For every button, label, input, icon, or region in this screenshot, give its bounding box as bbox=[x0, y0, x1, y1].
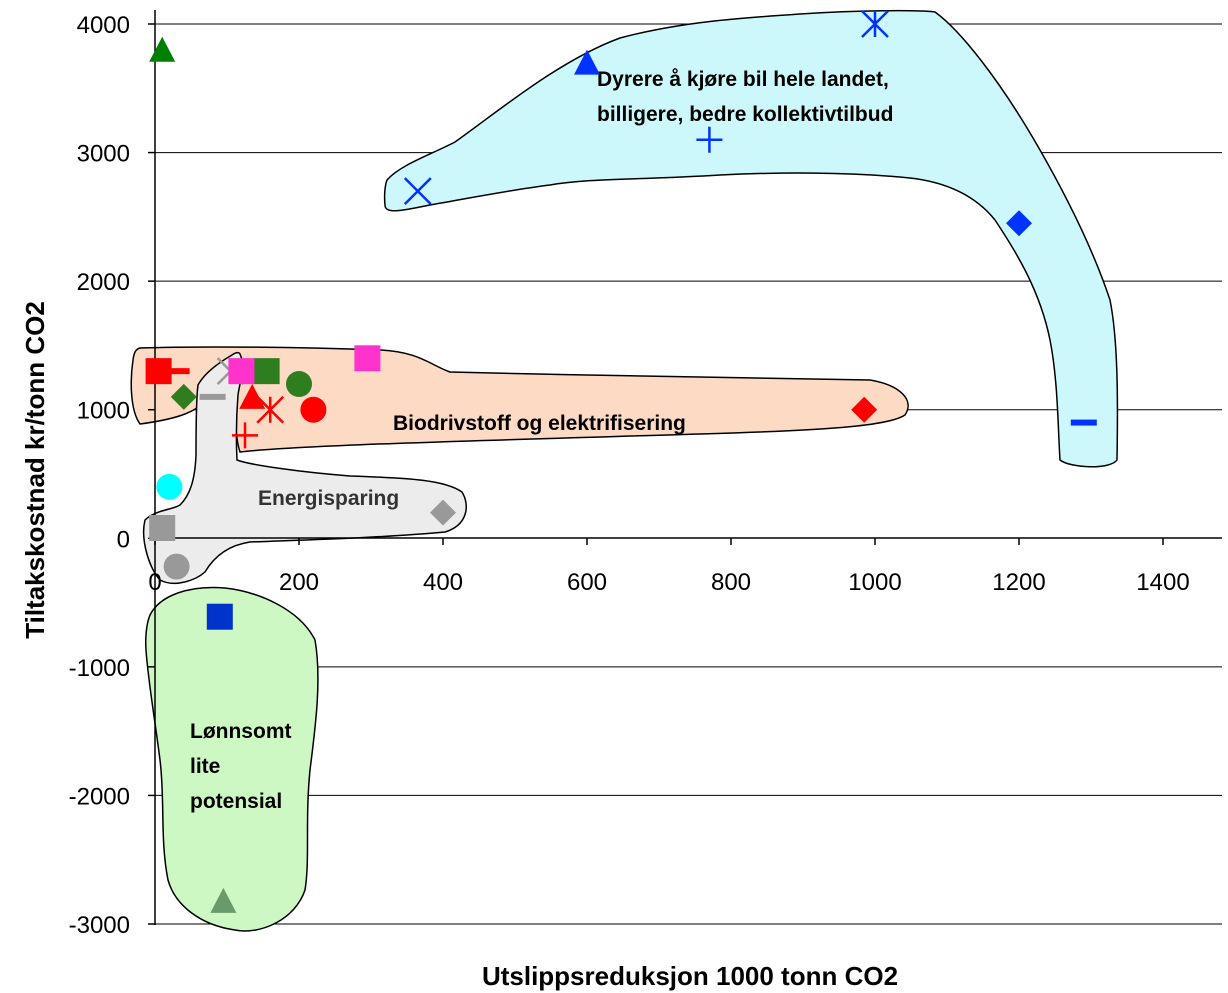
x-tick-label-0: 0 bbox=[148, 569, 161, 596]
region-label-profitable-line1: Lønnsomt bbox=[190, 720, 291, 743]
data-point-6 bbox=[1070, 419, 1097, 426]
data-point-5 bbox=[1006, 210, 1032, 237]
region-label-biofuel: Biodrivstoff og elektrifisering bbox=[393, 412, 686, 435]
data-point-19 bbox=[232, 422, 258, 449]
y-tick-label-4: 0 bbox=[117, 526, 130, 553]
region-label-profitable-line2: lite bbox=[190, 755, 220, 778]
region-label-profitable-line3: potensial bbox=[190, 790, 282, 813]
data-point-0 bbox=[149, 36, 176, 62]
data-point-12 bbox=[170, 383, 197, 410]
data-point-1 bbox=[574, 49, 600, 75]
x-tick-label-6: 1200 bbox=[992, 569, 1045, 596]
y-tick-label-5: -1000 bbox=[69, 655, 130, 682]
x-axis-title: Utslippsreduksjon 1000 tonn CO2 bbox=[482, 961, 898, 991]
y-tick-label-7: -3000 bbox=[69, 912, 130, 939]
region-label-energy-saving: Energisparing bbox=[258, 487, 399, 510]
region-profitable bbox=[145, 586, 319, 932]
data-point-10 bbox=[253, 358, 280, 385]
x-tick-label-3: 600 bbox=[567, 569, 607, 596]
y-tick-label-6: -2000 bbox=[69, 783, 130, 810]
region-label-car-cost-line1: Dyrere å kjøre bil hele landet, bbox=[597, 68, 889, 91]
data-point-4 bbox=[403, 177, 432, 206]
region-label-car-cost-line2: billigere, bedre kollektivtilbud bbox=[597, 103, 893, 126]
x-tick-label-4: 800 bbox=[711, 569, 751, 596]
region-biofuel bbox=[130, 346, 909, 453]
data-point-25 bbox=[206, 603, 233, 630]
data-point-11 bbox=[286, 371, 312, 397]
x-tick-label-1: 200 bbox=[279, 569, 319, 596]
y-tick-label-1: 3000 bbox=[77, 141, 130, 168]
y-axis-title: Tiltakskostnad kr/tonn CO2 bbox=[20, 301, 50, 639]
data-point-24 bbox=[163, 553, 190, 580]
data-point-18 bbox=[300, 396, 327, 423]
data-point-2 bbox=[861, 10, 889, 38]
region-label-profitable: Lønnsomt lite potensial bbox=[190, 720, 297, 813]
data-point-13 bbox=[199, 393, 226, 400]
x-tick-label-5: 1000 bbox=[848, 569, 901, 596]
data-points bbox=[145, 10, 1097, 913]
data-point-9 bbox=[163, 368, 190, 375]
y-tick-label-0: 4000 bbox=[77, 12, 130, 39]
region-energy-saving bbox=[142, 351, 467, 584]
data-point-15 bbox=[228, 358, 255, 385]
y-tick-label-3: 1000 bbox=[77, 398, 130, 425]
y-tick-label-2: 2000 bbox=[77, 269, 130, 296]
data-point-21 bbox=[156, 473, 183, 500]
x-tick-label-7: 1400 bbox=[1136, 569, 1189, 596]
data-point-3 bbox=[696, 126, 723, 153]
region-label-car-cost: Dyrere å kjøre bil hele landet, billiger… bbox=[597, 68, 895, 126]
data-point-16 bbox=[239, 383, 266, 409]
region-car-cost bbox=[383, 9, 1119, 468]
data-point-23 bbox=[149, 515, 176, 541]
data-point-17 bbox=[256, 395, 285, 424]
data-point-22 bbox=[430, 499, 456, 526]
data-point-7 bbox=[354, 345, 381, 372]
x-tick-label-2: 400 bbox=[423, 569, 463, 596]
data-point-20 bbox=[851, 396, 878, 423]
data-point-26 bbox=[210, 887, 237, 913]
